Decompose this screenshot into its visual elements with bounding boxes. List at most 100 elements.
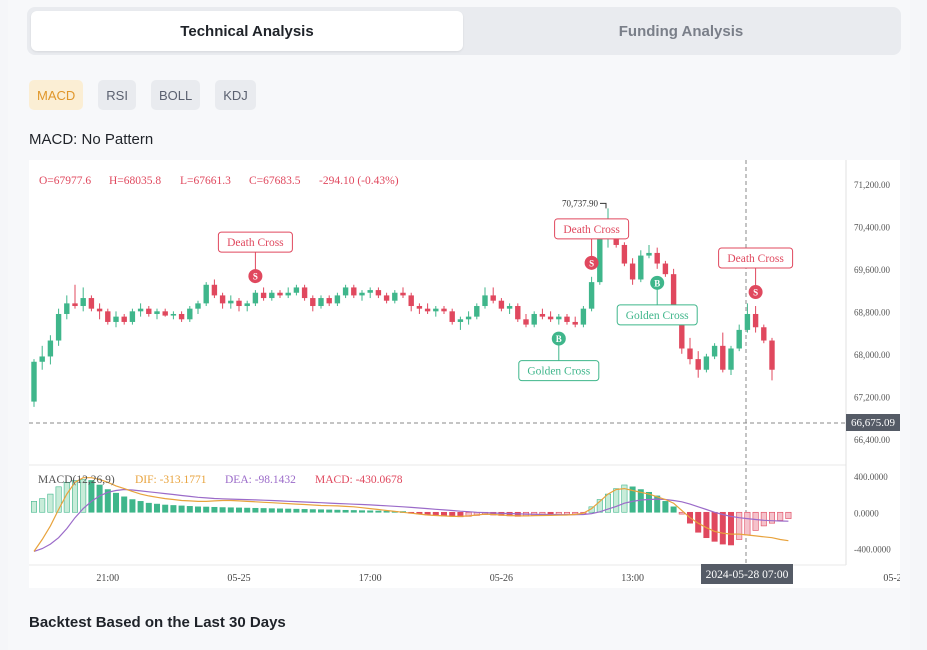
- macd-tick-label: -400.0000: [854, 545, 891, 555]
- candle-body: [195, 303, 201, 309]
- ohlc-high: H=68035.8: [109, 175, 161, 187]
- macd-histogram-bar: [277, 508, 284, 513]
- candle: [80, 287, 86, 312]
- macd-histogram-bar: [309, 509, 316, 513]
- candle-body: [744, 313, 751, 330]
- macd-histogram-bar: [252, 507, 259, 513]
- pill-rsi[interactable]: RSI: [98, 80, 136, 110]
- signal-label: Death Cross: [727, 253, 784, 265]
- candle: [351, 284, 357, 299]
- candle-body: [252, 292, 259, 304]
- candle-body: [457, 319, 464, 322]
- candle: [728, 345, 734, 376]
- signal-label-box: [616, 304, 698, 326]
- macd-histogram-bar: [367, 510, 374, 513]
- candle-body: [39, 356, 45, 362]
- high-label: 70,737.90: [562, 198, 599, 208]
- candle: [506, 303, 513, 314]
- macd-histogram-bar: [260, 508, 267, 513]
- price-chart[interactable]: 71,200.00 70,400.00 69,600.00 68,800.00 68,0…: [29, 160, 907, 588]
- candle-body: [47, 340, 54, 357]
- macd-histogram-bar: [63, 481, 70, 513]
- candle: [285, 287, 291, 299]
- candle: [301, 284, 308, 301]
- candle: [219, 292, 226, 309]
- macd-histogram-bar: [317, 509, 324, 513]
- macd-histogram-bar: [236, 507, 243, 513]
- macd-histogram-bar: [613, 488, 620, 513]
- ohlc-open: O=67977.6: [39, 175, 91, 187]
- pill-kdj[interactable]: KDJ: [215, 80, 256, 110]
- macd-histogram-bar: [744, 511, 751, 536]
- candle-body: [113, 316, 119, 322]
- candle-body: [334, 295, 341, 304]
- candle: [375, 287, 382, 299]
- candle: [187, 306, 193, 322]
- pill-boll[interactable]: BOLL: [150, 80, 201, 110]
- candle-body: [236, 300, 242, 307]
- candle-body: [408, 295, 414, 307]
- price-tick-label: 69,600.00: [854, 265, 891, 275]
- candle: [55, 308, 62, 346]
- macd-histogram-bar: [227, 507, 234, 513]
- candle-body: [203, 284, 209, 304]
- macd-histogram-bar: [203, 506, 210, 513]
- candle-body: [752, 313, 759, 328]
- analysis-tabs: Technical Analysis Funding Analysis: [27, 7, 901, 55]
- signal-label-box: [718, 247, 794, 269]
- candle: [31, 359, 37, 407]
- candle-body: [523, 319, 529, 325]
- macd-histogram-bar: [301, 509, 308, 513]
- price-crosshair-label: 66,675.09: [846, 414, 900, 431]
- candle-body: [547, 316, 554, 320]
- signal-letter: S: [753, 288, 758, 298]
- candle: [515, 303, 521, 322]
- candle-body: [219, 295, 226, 304]
- candle: [597, 231, 603, 285]
- candle: [88, 295, 95, 312]
- macd-tick-label: 400.0000: [854, 472, 888, 482]
- candle-body: [539, 313, 546, 317]
- candle-body: [490, 295, 496, 301]
- macd-histogram-bar: [375, 510, 382, 513]
- candle: [482, 287, 488, 309]
- candle: [761, 324, 767, 344]
- signal-label-box: [217, 231, 293, 253]
- tab-technical-analysis[interactable]: Technical Analysis: [31, 11, 463, 51]
- macd-histogram-bar: [760, 511, 767, 527]
- pill-macd[interactable]: MACD: [29, 80, 84, 110]
- candle-body: [154, 311, 160, 314]
- candle: [162, 308, 168, 317]
- tab-funding-analysis[interactable]: Funding Analysis: [618, 22, 744, 40]
- high-arrow: [600, 202, 607, 209]
- candle-body: [64, 303, 70, 314]
- candle-body: [228, 300, 234, 304]
- candle-body: [375, 290, 382, 296]
- candle: [720, 332, 726, 373]
- candle: [769, 337, 775, 381]
- ohlc-change: -294.10 (-0.43%): [319, 175, 399, 187]
- candle-body: [531, 313, 537, 325]
- candle-body: [351, 287, 357, 296]
- backtest-title: Backtest Based on the Last 30 Days: [29, 614, 286, 631]
- candle-body: [621, 244, 628, 264]
- macd-histogram-bar: [350, 510, 357, 513]
- price-tick-label: 71,200.00: [854, 180, 891, 190]
- time-tick-label: 05-27: [883, 573, 900, 584]
- candle: [744, 303, 751, 333]
- candle: [342, 284, 349, 299]
- death-cross-signal: S Death Cross: [718, 247, 794, 300]
- axes-layer: 71,200.00 70,400.00 69,600.00 68,800.00 68,0…: [96, 180, 906, 584]
- candle-body: [769, 340, 775, 370]
- candle-body: [433, 308, 439, 312]
- candle: [531, 311, 537, 328]
- macd-histogram-bar: [244, 507, 251, 513]
- candle-body: [761, 327, 767, 341]
- candle-body: [277, 292, 283, 296]
- candle-body: [687, 348, 693, 360]
- candle-body: [646, 252, 652, 256]
- chart-container[interactable]: 71,200.00 70,400.00 69,600.00 68,800.00 68,0…: [29, 160, 907, 588]
- candle-body: [80, 298, 86, 307]
- candle: [465, 311, 472, 325]
- time-tick-label: 05-25: [227, 573, 250, 584]
